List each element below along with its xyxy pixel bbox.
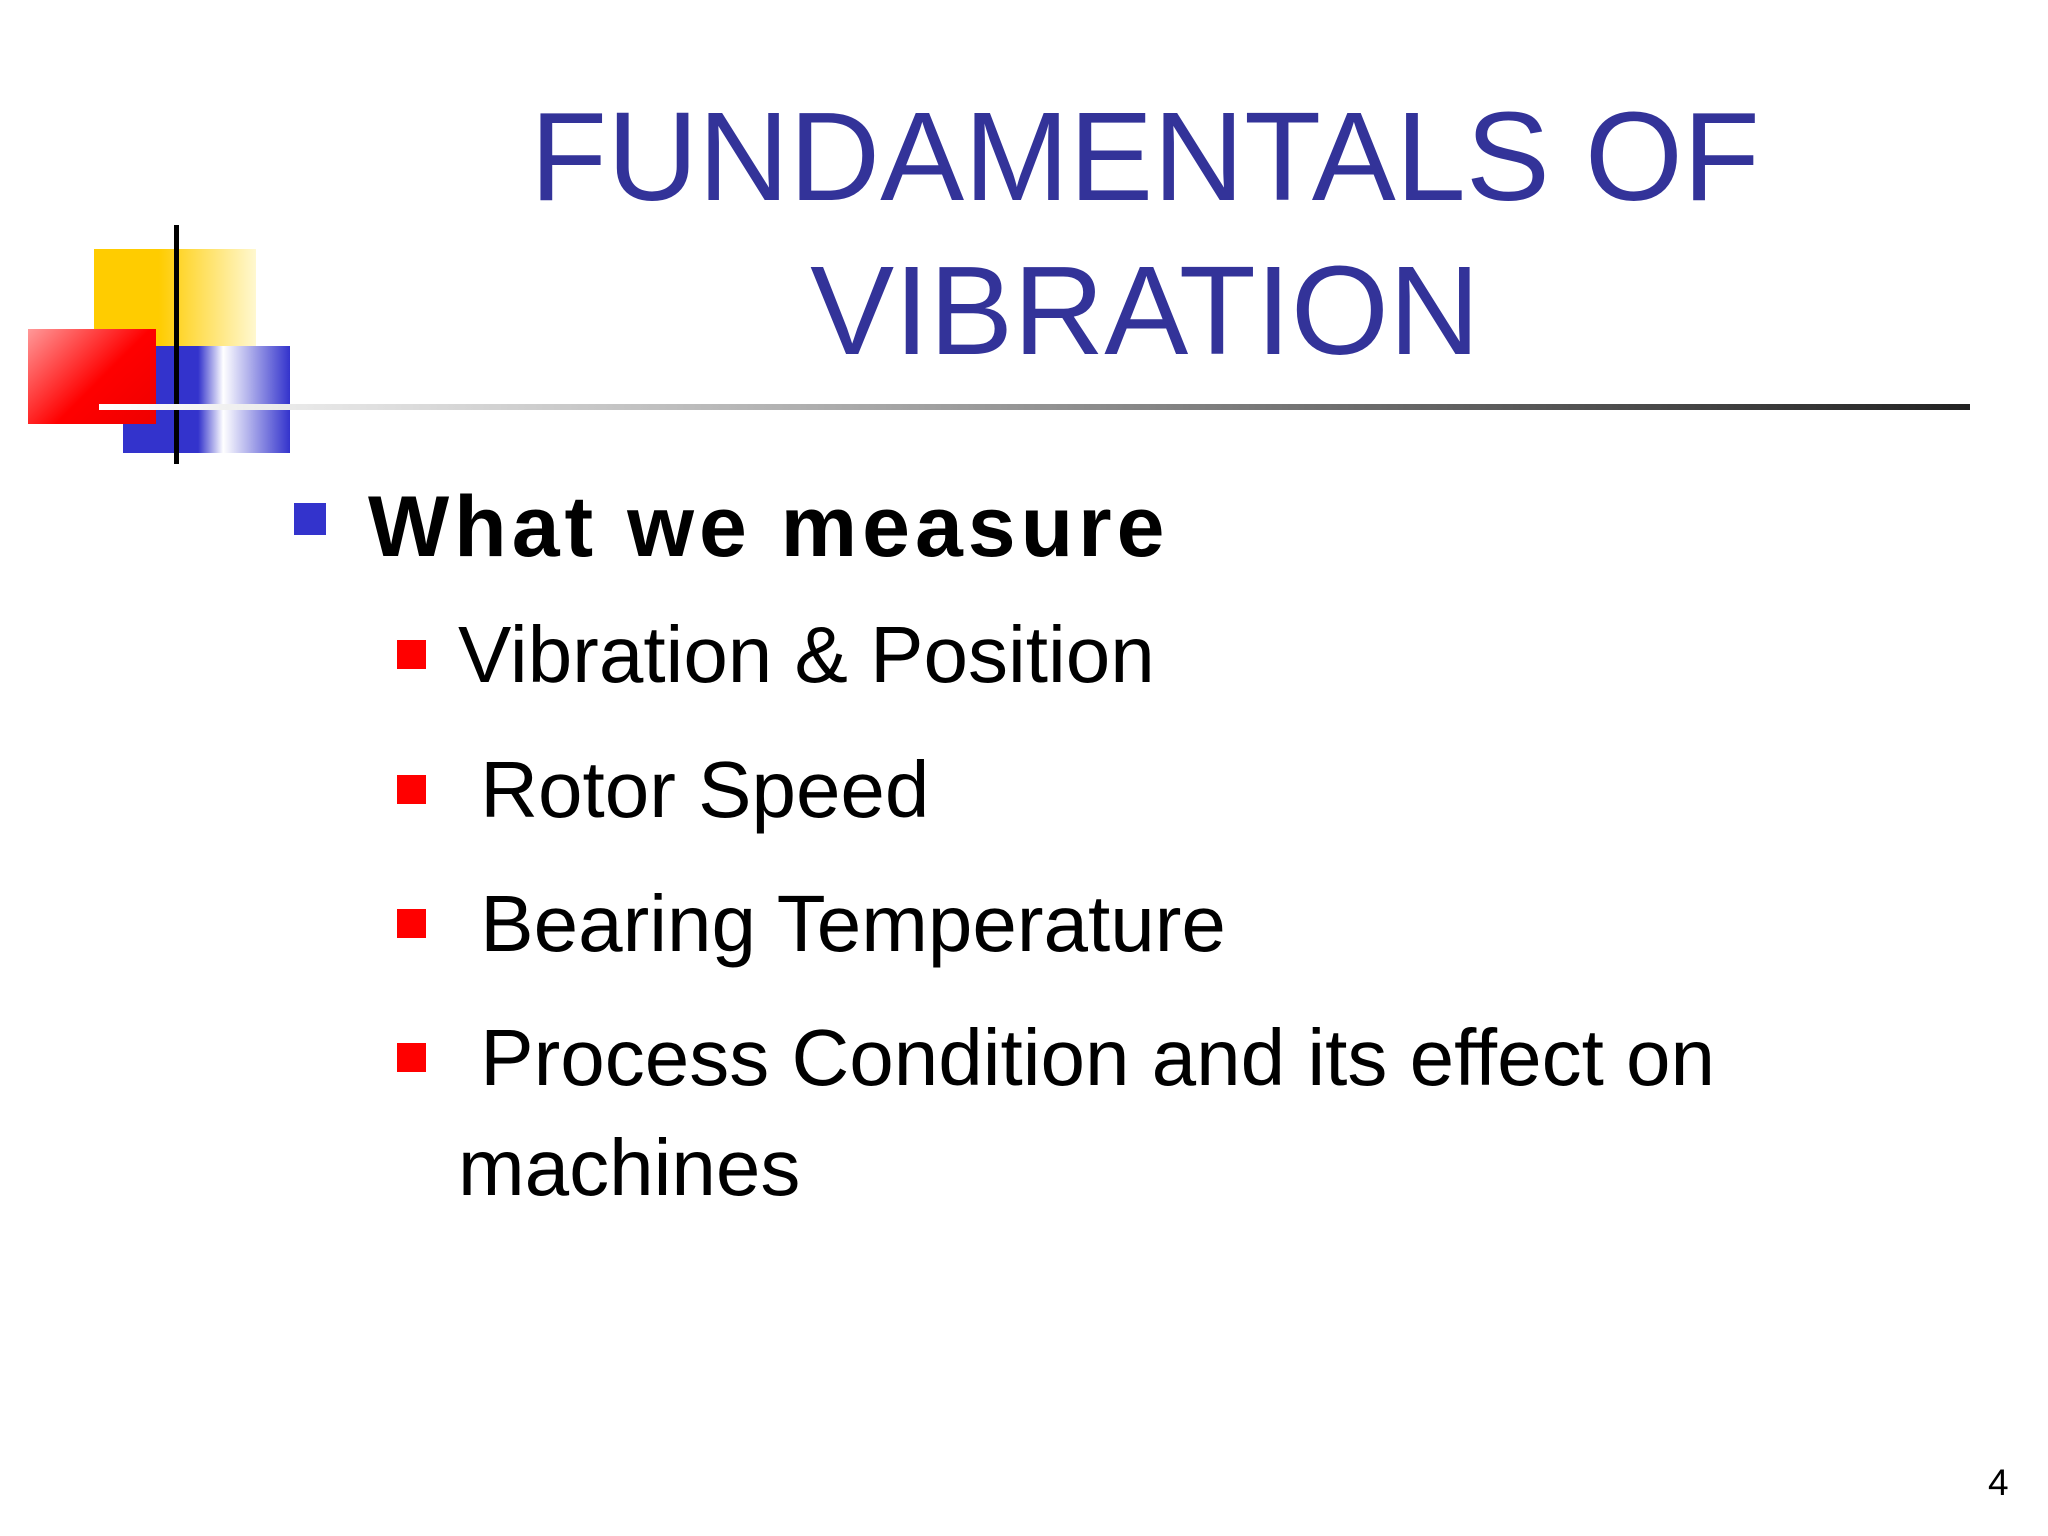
sub-bullet-text: Bearing Temperature xyxy=(458,879,1226,968)
sub-bullet-marker xyxy=(397,640,426,669)
sub-bullet-marker xyxy=(397,775,426,804)
page-number: 4 xyxy=(1988,1462,2009,1503)
sub-bullet-marker xyxy=(397,1043,426,1072)
deco-vline xyxy=(174,225,179,464)
title-rule xyxy=(99,404,1970,410)
sub-bullet-text: Rotor Speed xyxy=(458,745,930,834)
sub-bullet-text: Process Condition and its effect on mach… xyxy=(458,1013,1738,1212)
bullet-marker xyxy=(294,503,326,535)
sub-bullet-marker xyxy=(397,909,426,938)
bullet-text: What we measure xyxy=(368,479,1170,575)
sub-bullet-text: Vibration & Position xyxy=(458,610,1155,699)
slide-title: FUNDAMENTALS OF VIBRATION xyxy=(530,86,1760,381)
